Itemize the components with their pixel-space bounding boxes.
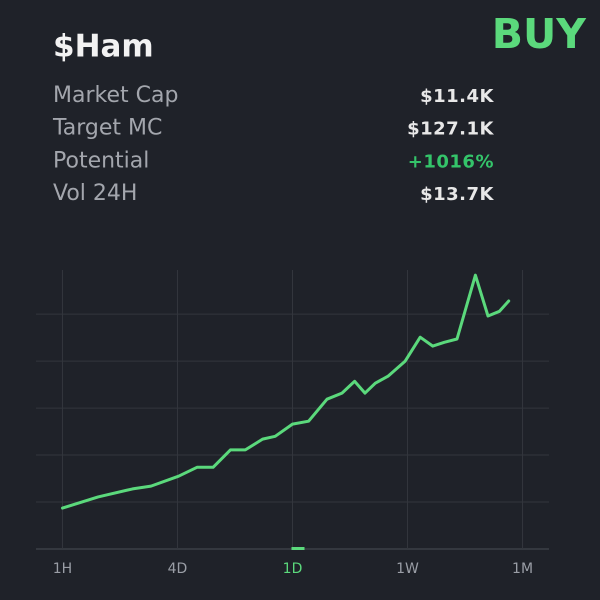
selected-indicator xyxy=(291,547,305,550)
stat-value: $11.4K xyxy=(420,86,494,107)
stat-label: Target MC xyxy=(52,116,162,141)
stat-value: $13.7K xyxy=(420,184,494,205)
stat-label: Market Cap xyxy=(53,83,178,108)
stat-label: Potential xyxy=(53,148,149,173)
stat-label: Vol 24H xyxy=(53,181,137,206)
x-tick-label: 1M xyxy=(512,561,533,577)
stats: Market Cap $11.4K Target MC $127.1K Potentia… xyxy=(52,83,494,206)
x-tick-label: 1H xyxy=(53,561,72,577)
x-tick-label: 1W xyxy=(396,561,419,577)
price-line xyxy=(61,273,511,510)
stat-value: $127.1K xyxy=(407,119,494,140)
x-tick-label: 4D xyxy=(168,561,188,577)
price-chart: 1H 4D 1D 1W 1M xyxy=(36,270,549,577)
token-title: $Ham xyxy=(53,29,154,65)
stat-value: +1016% xyxy=(408,151,494,172)
x-tick-label: 1D xyxy=(283,561,303,577)
buy-button[interactable]: BUY xyxy=(492,10,588,58)
